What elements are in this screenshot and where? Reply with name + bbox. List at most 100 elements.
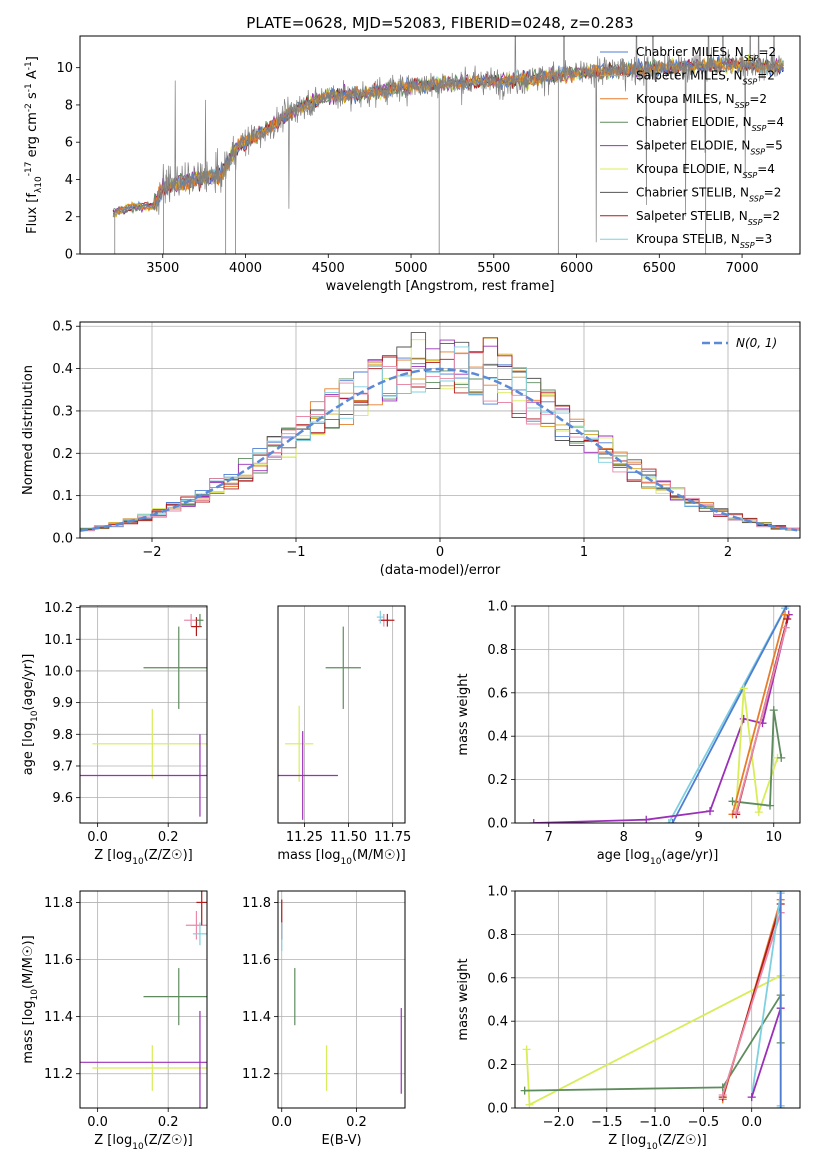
weight-marker	[522, 1045, 531, 1054]
y-tick-label: 11.4	[44, 1010, 73, 1025]
weight-line-chabrier-elodie	[732, 710, 783, 807]
legend-label: Chabrier STELIB, NSSP=2	[636, 185, 781, 203]
legend-label: Salpeter STELIB, NSSP=2	[636, 209, 780, 227]
weight-marker	[776, 891, 785, 895]
weight-line-salpeter-elodie	[750, 1007, 782, 1098]
y-tick-label: 1.0	[487, 885, 508, 900]
x-tick-label: 7000	[726, 261, 759, 276]
y-tick-label: 0.0	[487, 1102, 508, 1117]
y-axis-label: mass weight	[456, 673, 471, 755]
y-axis-label: age [log10(age/yr)]	[21, 654, 40, 776]
plot-area	[520, 891, 785, 1108]
y-tick-label: 0.2	[487, 1058, 508, 1073]
y-tick-label: 10.1	[44, 633, 73, 648]
weight-line-kroupa-miles	[731, 614, 786, 815]
x-tick-label: −1.0	[639, 1115, 671, 1130]
weight-line-kroupa-stelib	[750, 893, 782, 1106]
x-tick-label: −2	[142, 545, 161, 560]
residual-histogram-chabrier-stelib	[80, 332, 800, 531]
x-tick-label: 5000	[394, 261, 427, 276]
axes-frame	[514, 890, 801, 1109]
x-tick-label: 11.25	[286, 830, 323, 845]
y-tick-label: 0.6	[487, 686, 508, 701]
weight-marker	[664, 819, 673, 823]
x-tick-label: 4000	[229, 261, 262, 276]
y-tick-label: 11.8	[242, 896, 271, 911]
plot-area	[529, 606, 793, 823]
y-tick-label: 0.8	[487, 643, 508, 658]
y-tick-label: 11.8	[44, 896, 73, 911]
axes-frame	[79, 321, 801, 539]
weight-marker	[520, 1086, 529, 1095]
y-tick-label: 11.6	[242, 953, 271, 968]
y-tick-label: 0.0	[487, 817, 508, 832]
x-axis-label: (data-model)/error	[380, 563, 501, 578]
x-tick-label: 8	[620, 830, 628, 845]
axes-frame	[79, 890, 208, 1109]
y-tick-label: 0	[65, 248, 73, 263]
y-tick-label: 0.8	[487, 928, 508, 943]
weight-marker	[739, 684, 748, 693]
axes-frame	[79, 35, 801, 255]
x-tick-label: 10	[765, 830, 782, 845]
x-tick-label: 11.50	[330, 830, 367, 845]
axes-frame	[277, 890, 406, 1109]
x-tick-label: 3500	[146, 261, 179, 276]
y-tick-label: 0.1	[52, 489, 73, 504]
mass-weight-vs-metallicity-panel: −2.0 −1.5 −1.0 −0.5 0.0 0.0 0.2 0.4 0.6 0.8 1.0 Z […	[456, 885, 801, 1152]
y-tick-label: 10.0	[44, 664, 73, 679]
x-tick-label: −2.0	[543, 1115, 575, 1130]
y-tick-label: 0.4	[52, 362, 73, 377]
x-tick-label: 9	[695, 830, 703, 845]
y-tick-label: 8	[65, 98, 73, 113]
plot-area	[281, 899, 402, 1094]
x-tick-label: 0.0	[87, 1115, 108, 1130]
legend-label: N(0, 1)	[736, 336, 777, 350]
axes-frame	[79, 605, 208, 824]
x-axis-label: E(B-V)	[321, 1133, 361, 1148]
weight-marker	[706, 807, 714, 816]
x-tick-label: 0.0	[271, 1115, 292, 1130]
x-tick-label: 0.2	[346, 1115, 367, 1130]
weight-marker	[777, 753, 786, 762]
x-axis-label: Z [log10(Z/Z☉)]	[94, 848, 192, 867]
weight-marker	[718, 1090, 727, 1099]
weight-line-kroupa-elodie	[525, 974, 782, 1107]
x-tick-label: −0.5	[688, 1115, 720, 1130]
weight-marker	[782, 606, 791, 610]
figure-title: PLATE=0628, MJD=52083, FIBERID=0248, z=0…	[246, 14, 633, 32]
y-tick-label: 9.9	[52, 696, 73, 711]
x-tick-label: 5500	[477, 261, 510, 276]
weight-marker	[529, 819, 538, 823]
y-tick-label: 9.7	[52, 759, 73, 774]
y-axis-label: Flux [fλ10-17 erg cm-2 s-1 A-1]	[24, 56, 44, 234]
x-axis-label: Z [log10(Z/Z☉)]	[94, 1133, 192, 1152]
mass-weight-vs-age-panel: 7 8 9 10 0.0 0.2 0.4 0.6 0.8 1.0 age [log10(age/yr…	[456, 600, 801, 867]
x-tick-label: 2	[724, 545, 732, 560]
x-tick-label: −1.5	[591, 1115, 623, 1130]
y-tick-label: 0.0	[52, 532, 73, 547]
plot-area	[112, 36, 784, 254]
y-tick-label: 11.4	[242, 1010, 271, 1025]
y-tick-label: 4	[65, 173, 73, 188]
y-tick-label: 10	[56, 61, 73, 76]
axes-frame	[277, 605, 406, 824]
weight-marker	[525, 1100, 534, 1108]
plot-area	[278, 610, 395, 820]
x-tick-label: 0.2	[158, 1115, 179, 1130]
plot-area	[80, 332, 800, 532]
legend-label: Chabrier ELODIE, NSSP=4	[636, 115, 784, 133]
mass-vs-ebv-panel: 0.0 0.2 11.2 11.4 11.6 11.8 E(B-V)	[242, 890, 406, 1148]
gaussian-curve	[80, 367, 798, 532]
legend-label: Salpeter MILES, NSSP=2	[636, 68, 775, 86]
legend-label: Chabrier MILES, NSSP=2	[636, 45, 776, 63]
y-tick-label: 0.4	[487, 1015, 508, 1030]
x-axis-label: age [log10(age/yr)]	[597, 848, 719, 867]
x-tick-label: 7	[545, 830, 553, 845]
y-tick-label: 11.6	[44, 953, 73, 968]
x-tick-label: 0.0	[87, 830, 108, 845]
weight-marker	[781, 623, 790, 632]
x-tick-label: 1	[580, 545, 588, 560]
y-tick-label: 11.2	[242, 1067, 271, 1082]
legend-label: Kroupa MILES, NSSP=2	[636, 92, 767, 110]
